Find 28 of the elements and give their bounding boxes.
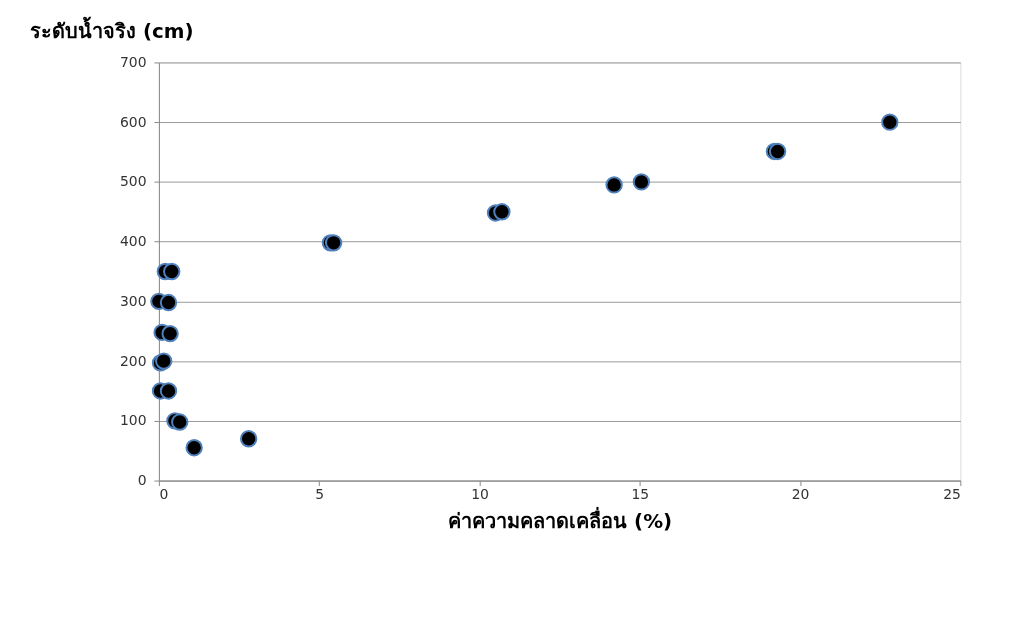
point — [185, 439, 203, 457]
x-tick-label: 0 — [159, 485, 169, 502]
point — [171, 413, 189, 431]
x-tick-label: 10 — [471, 485, 489, 502]
y-axis-title: ระดับน้ำจริง (cm) — [30, 15, 194, 43]
point — [239, 430, 258, 448]
y-tick-label: 500 — [119, 173, 147, 190]
point — [493, 203, 511, 221]
point — [163, 262, 181, 281]
x-tick-label: 5 — [315, 485, 325, 502]
point — [881, 113, 899, 131]
x-tick-label: 20 — [791, 485, 810, 502]
point — [605, 176, 623, 194]
point — [155, 352, 173, 370]
point — [161, 324, 179, 343]
x-tick-label: 15 — [631, 485, 650, 502]
x-tick-label: 25 — [943, 485, 961, 502]
x-axis-title: ค่าความคลาดเคลื่อน (%) — [448, 505, 673, 533]
y-tick-label: 300 — [119, 292, 147, 309]
point — [159, 293, 178, 312]
point — [632, 173, 651, 191]
y-tick-label: 700 — [119, 53, 147, 70]
y-tick-label: 100 — [119, 412, 147, 429]
point — [159, 382, 178, 400]
y-tick-label: 600 — [119, 113, 147, 130]
y-tick-label: 400 — [119, 233, 147, 250]
y-tick-label: 200 — [119, 352, 147, 369]
y-tick-label: 0 — [137, 472, 147, 489]
